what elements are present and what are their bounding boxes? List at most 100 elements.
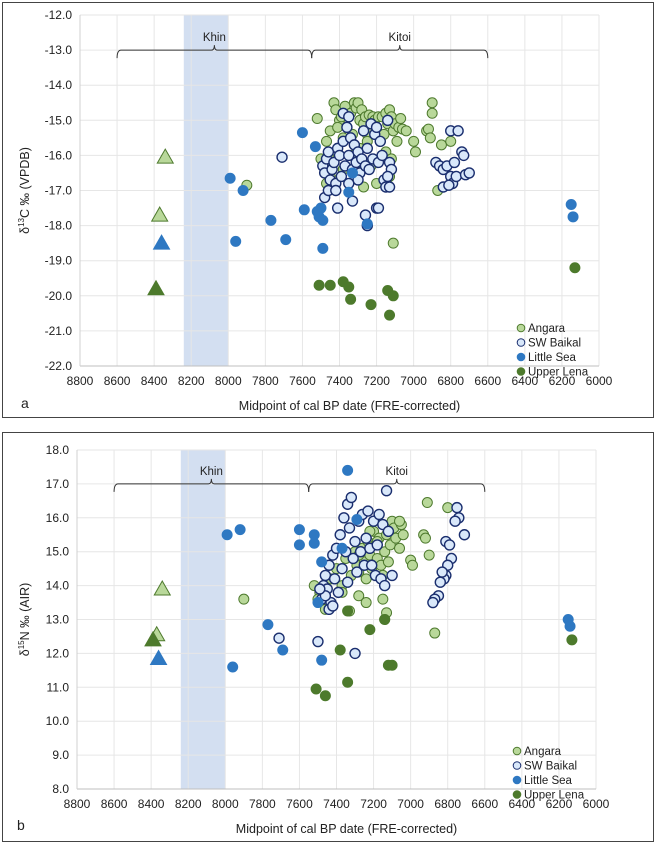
x-tick-label: 6600: [471, 797, 498, 811]
x-tick-label: 8400: [141, 374, 168, 388]
data-point-sw-baikal: [449, 515, 461, 527]
data-point-upper-lena: [345, 293, 357, 305]
data-point-sw-baikal: [451, 501, 463, 514]
y-tick-label: 14.0: [46, 579, 70, 593]
data-point-upper-lena: [566, 634, 578, 646]
data-point-sw-baikal: [341, 576, 354, 588]
scatter-chart-a: 8800 8600 8400 8200 8000 7800 7600 7400 7200 7000…: [17, 8, 613, 413]
data-point-little-sea: [351, 513, 363, 525]
legend-label-upper-lena: Upper Lena: [524, 790, 585, 802]
data-point-little-sea: [346, 167, 358, 179]
x-tick-label: 7800: [252, 374, 279, 388]
y-tick-label: 12.0: [46, 646, 70, 660]
legend-marker-upper-lena: [512, 790, 522, 799]
data-point-sw-baikal: [343, 522, 356, 534]
data-point-sw-baikal: [314, 583, 326, 595]
data-point-sw-baikal: [345, 491, 358, 504]
x-tick-label: 8000: [212, 797, 239, 811]
y-tick-label: -17.0: [45, 184, 73, 198]
x-tick-label: 8400: [138, 797, 165, 811]
data-point-sw-baikal: [361, 142, 374, 155]
period-bracket-khin: [116, 45, 313, 59]
data-point-little-sea: [316, 556, 328, 568]
data-point-sw-baikal: [450, 170, 462, 183]
data-point-angara: [394, 542, 406, 554]
data-point-sw-baikal: [354, 545, 367, 558]
data-point-sw-baikal: [349, 535, 361, 548]
data-point-upper-lena: [343, 281, 355, 293]
data-point-sw-baikal: [373, 508, 385, 521]
data-point-little-sea: [277, 644, 289, 656]
data-point-angara: [360, 573, 372, 585]
data-point-little-sea: [316, 654, 328, 666]
data-point-angara: [238, 593, 250, 605]
data-point-upper-lena: [364, 624, 376, 636]
data-point-triangle-upper-lena: [147, 279, 165, 296]
data-point-angara: [377, 593, 389, 605]
data-point-angara: [435, 139, 447, 151]
data-point-sw-baikal: [386, 569, 398, 582]
legend-label-angara: Angara: [524, 746, 562, 758]
y-axis-title: δ13C ‰ (VPDB): [17, 147, 32, 234]
x-tick-label: 7600: [289, 374, 316, 388]
y-axis-title-suffix: C ‰ (VPDB): [18, 147, 32, 218]
chart-panel-b: 8800 8600 8400 8200 8000 7800 7600 7400 7200 7000…: [2, 432, 654, 842]
data-point-little-sea: [308, 537, 320, 549]
y-tick-label: -19.0: [45, 254, 73, 268]
data-point-sw-baikal: [319, 569, 332, 582]
y-axis-title-suffix: N ‰ (AIR): [18, 583, 32, 641]
data-point-sw-baikal: [276, 151, 288, 163]
data-point-angara: [426, 97, 438, 109]
data-point-angara: [332, 121, 344, 133]
legend-marker-sw-baikal: [516, 338, 526, 347]
data-point-sw-baikal: [332, 586, 345, 599]
data-point-sw-baikal: [376, 149, 388, 162]
y-axis-title-prefix: δ: [18, 649, 32, 656]
x-tick-label: 7800: [249, 797, 276, 811]
data-point-sw-baikal: [360, 532, 372, 544]
data-point-upper-lena: [334, 644, 346, 656]
period-bracket-kitoi: [311, 45, 489, 59]
data-point-sw-baikal: [436, 566, 448, 578]
data-point-sw-baikal: [383, 181, 396, 193]
data-point-sw-baikal: [381, 114, 394, 127]
data-point-little-sea: [342, 464, 354, 476]
y-tick-label: -21.0: [45, 324, 73, 338]
period-label-kitoi: Kitoi: [386, 466, 408, 478]
x-axis-title: Midpoint of cal BP date (FRE-corrected): [236, 822, 457, 836]
data-point-little-sea: [221, 529, 233, 541]
data-point-angara: [311, 113, 323, 125]
data-point-angara: [406, 559, 418, 571]
x-tick-label: 8800: [67, 374, 94, 388]
scatter-chart-b: 8800 8600 8400 8200 8000 7800 7600 7400 7200 7000…: [17, 443, 610, 836]
x-tick-label: 8200: [175, 797, 202, 811]
x-tick-label: 7600: [286, 797, 313, 811]
data-point-little-sea: [234, 524, 246, 536]
data-point-angara: [442, 502, 454, 514]
data-point-little-sea: [343, 186, 355, 198]
data-point-little-sea: [317, 214, 329, 226]
y-tick-label: 18.0: [46, 443, 70, 457]
x-tick-label: 7000: [400, 374, 427, 388]
data-point-angara: [394, 515, 406, 527]
x-tick-label: 7400: [326, 374, 353, 388]
x-tick-label: 8800: [64, 797, 91, 811]
data-point-sw-baikal: [427, 596, 439, 609]
data-point-upper-lena: [342, 605, 354, 617]
legend-marker-sw-baikal: [512, 761, 522, 770]
data-point-little-sea: [317, 242, 329, 254]
data-point-sw-baikal: [458, 529, 471, 541]
data-point-sw-baikal: [380, 484, 393, 497]
data-point-triangle-upper-lena: [144, 630, 162, 647]
y-axis-title-superscript: 15: [17, 640, 26, 649]
x-tick-label: 6800: [437, 374, 464, 388]
y-axis-title-prefix: δ: [18, 227, 32, 234]
y-tick-label: 10.0: [46, 714, 70, 728]
data-point-sw-baikal: [334, 529, 346, 541]
data-point-angara: [400, 125, 412, 137]
data-point-upper-lena: [379, 614, 391, 625]
data-point-sw-baikal: [357, 125, 370, 137]
data-point-sw-baikal: [372, 202, 385, 214]
data-point-little-sea: [309, 141, 321, 153]
y-tick-label: -18.0: [45, 219, 73, 233]
